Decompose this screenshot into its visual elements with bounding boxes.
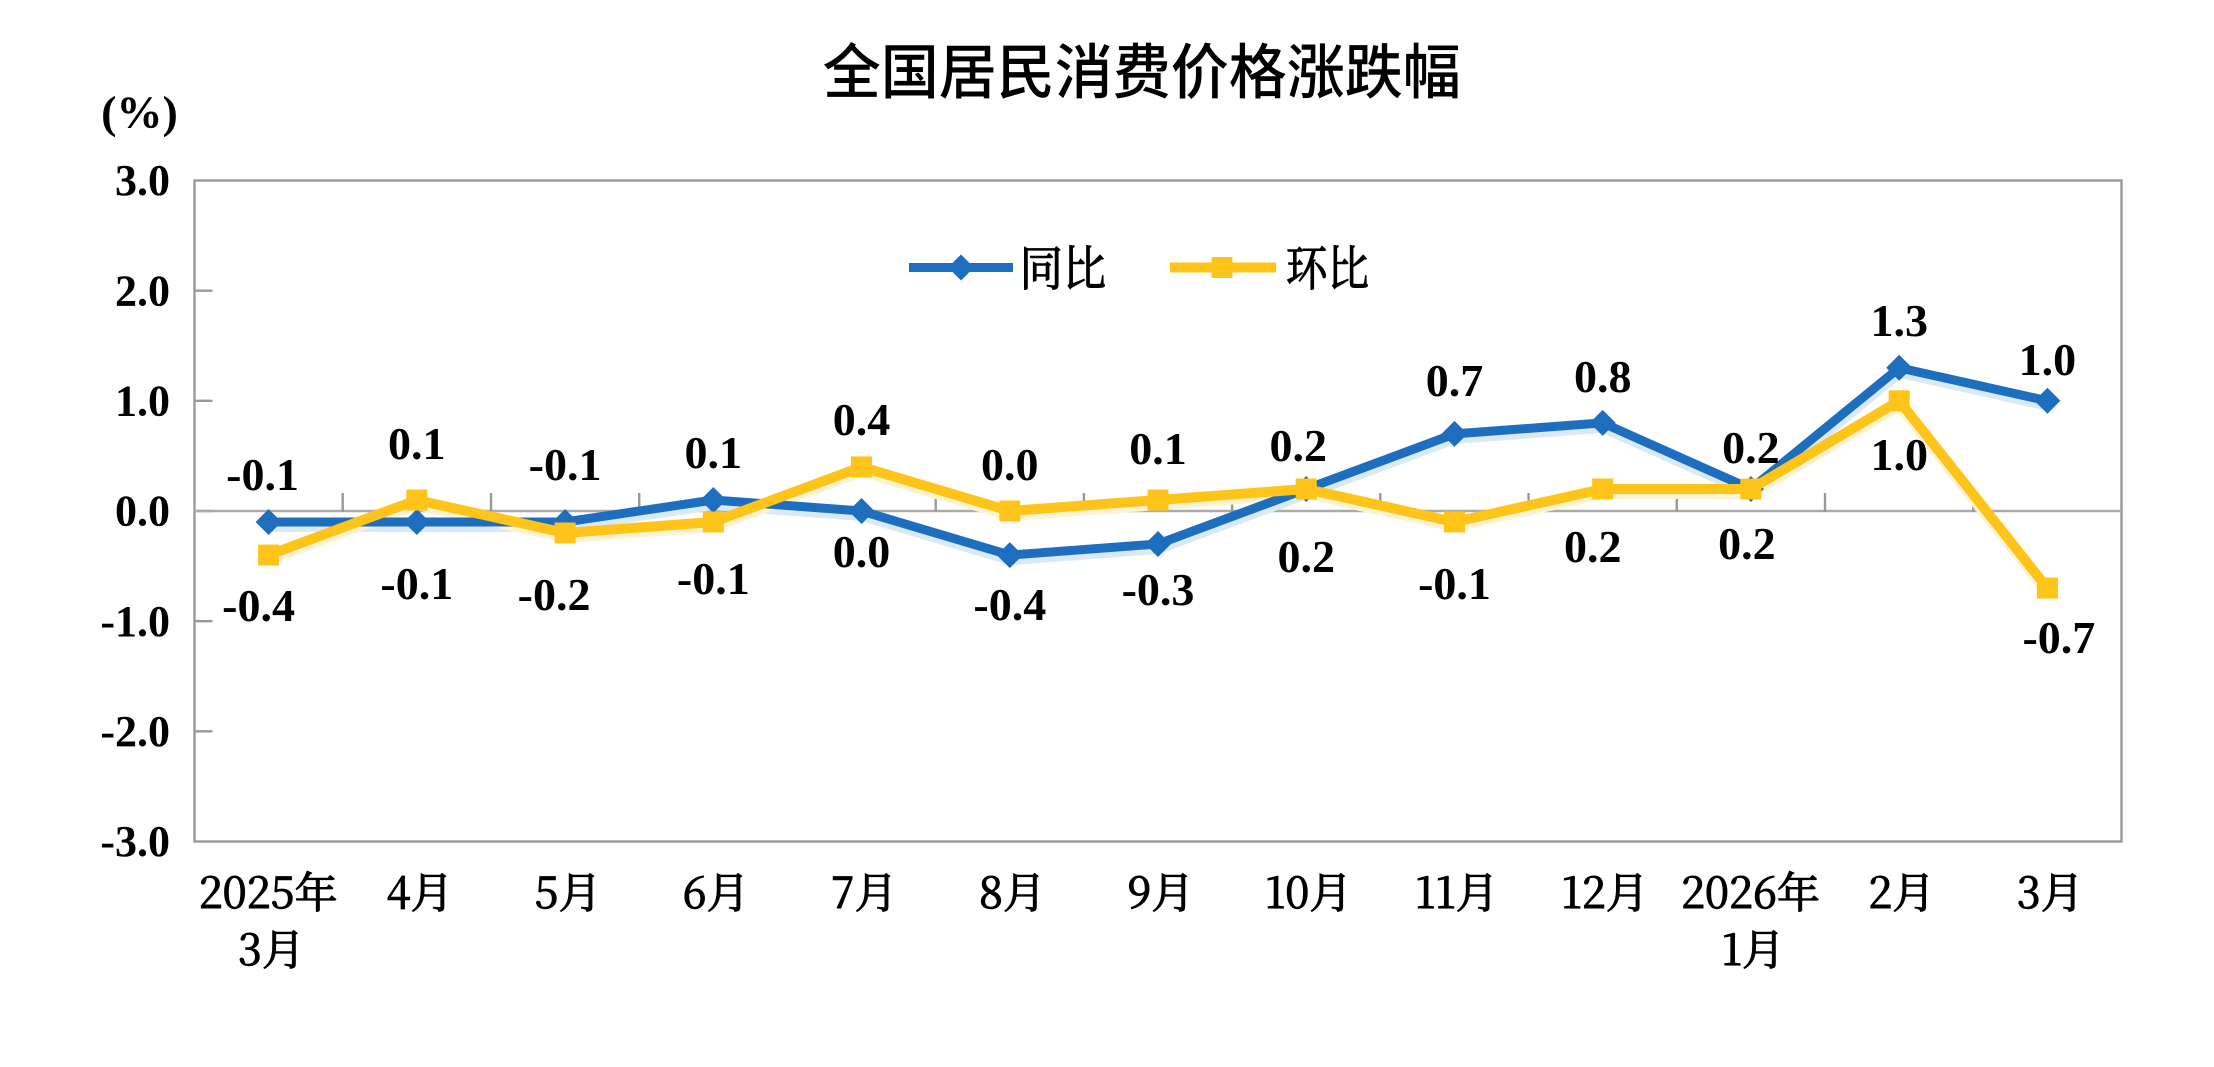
svg-text:0.0: 0.0 bbox=[981, 439, 1039, 490]
svg-text:-0.4: -0.4 bbox=[973, 579, 1046, 630]
svg-text:0.7: 0.7 bbox=[1426, 355, 1484, 406]
svg-text:0.1: 0.1 bbox=[1129, 423, 1187, 474]
svg-text:-2.0: -2.0 bbox=[100, 707, 170, 756]
svg-text:0.2: 0.2 bbox=[1722, 422, 1780, 473]
svg-text:0.1: 0.1 bbox=[388, 418, 446, 469]
svg-text:3.0: 3.0 bbox=[115, 156, 170, 205]
svg-text:(%): (%) bbox=[101, 87, 178, 138]
svg-text:0.0: 0.0 bbox=[833, 526, 891, 577]
svg-text:1.3: 1.3 bbox=[1870, 295, 1928, 346]
svg-text:0.2: 0.2 bbox=[1718, 518, 1776, 569]
svg-text:-3.0: -3.0 bbox=[100, 817, 170, 866]
svg-text:0.2: 0.2 bbox=[1277, 531, 1335, 582]
svg-text:-0.2: -0.2 bbox=[518, 569, 591, 620]
svg-text:-0.1: -0.1 bbox=[1418, 558, 1491, 609]
svg-text:-0.7: -0.7 bbox=[2022, 612, 2095, 663]
svg-text:0.4: 0.4 bbox=[833, 394, 891, 445]
svg-text:-0.1: -0.1 bbox=[677, 553, 750, 604]
svg-text:1.0: 1.0 bbox=[2019, 334, 2077, 385]
svg-text:0.2: 0.2 bbox=[1564, 521, 1622, 572]
svg-text:0.0: 0.0 bbox=[115, 487, 170, 536]
svg-text:-0.1: -0.1 bbox=[529, 439, 602, 490]
svg-text:-0.1: -0.1 bbox=[226, 449, 299, 500]
svg-text:-1.0: -1.0 bbox=[100, 597, 170, 646]
svg-text:-0.4: -0.4 bbox=[222, 580, 295, 631]
svg-text:0.1: 0.1 bbox=[685, 427, 743, 478]
svg-text:0.8: 0.8 bbox=[1574, 351, 1632, 402]
svg-text:-0.1: -0.1 bbox=[380, 558, 453, 609]
svg-text:0.2: 0.2 bbox=[1269, 420, 1327, 471]
svg-text:2.0: 2.0 bbox=[115, 266, 170, 315]
svg-text:1.0: 1.0 bbox=[115, 376, 170, 425]
svg-text:-0.3: -0.3 bbox=[1122, 564, 1195, 615]
svg-text:1.0: 1.0 bbox=[1870, 429, 1928, 480]
